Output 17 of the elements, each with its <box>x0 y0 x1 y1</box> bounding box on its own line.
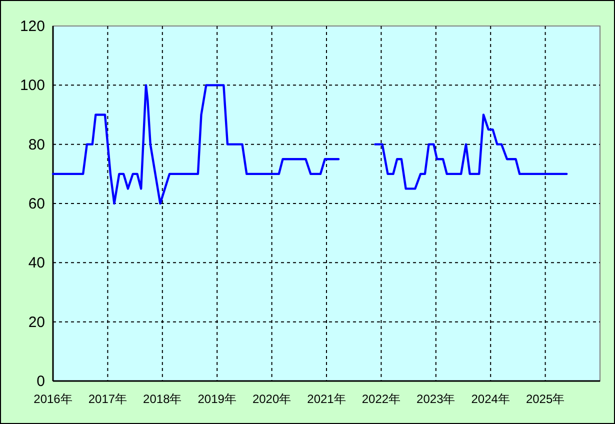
x-tick-label: 2023年 <box>416 392 456 406</box>
y-tick-label: 20 <box>28 314 45 331</box>
y-tick-label: 40 <box>28 254 45 272</box>
x-tick-label: 2024年 <box>471 392 510 406</box>
x-tick-label: 2017年 <box>88 392 128 406</box>
y-tick-label: 60 <box>28 196 45 212</box>
y-tick-label: 100 <box>20 77 45 94</box>
y-tick-label: 80 <box>28 136 45 154</box>
y-tick-label: 120 <box>20 18 45 35</box>
x-tick-label: 2022年 <box>362 392 401 406</box>
x-tick-label: 2019年 <box>198 392 236 406</box>
x-tick-label: 2018年 <box>143 392 182 406</box>
x-tick-label: 2020年 <box>252 392 292 406</box>
x-tick-label: 2025年 <box>526 392 565 406</box>
y-tick-label: 0 <box>36 373 45 390</box>
x-tick-label: 2021年 <box>307 392 346 406</box>
x-tick-label: 2016年 <box>34 392 72 406</box>
